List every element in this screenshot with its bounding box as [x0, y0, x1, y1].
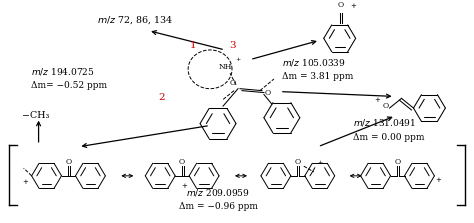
Text: O: O: [179, 158, 185, 166]
Text: +: +: [23, 179, 28, 185]
Text: O: O: [394, 158, 401, 166]
Text: O: O: [65, 158, 72, 166]
Text: O: O: [230, 79, 236, 87]
Text: +: +: [436, 177, 441, 183]
Text: +: +: [181, 182, 187, 188]
Text: O: O: [265, 89, 271, 97]
Text: O: O: [337, 1, 344, 9]
Text: $m/z$ 105.0339: $m/z$ 105.0339: [282, 57, 346, 68]
Text: 1: 1: [190, 41, 197, 50]
Text: NH: NH: [219, 63, 232, 71]
Text: $m/z$ 72, 86, 134: $m/z$ 72, 86, 134: [97, 14, 173, 26]
Text: 2: 2: [158, 93, 164, 101]
Text: Δm = 3.81 ppm: Δm = 3.81 ppm: [282, 72, 353, 81]
Text: $m/z$ 209.0959: $m/z$ 209.0959: [186, 187, 250, 198]
Text: +: +: [317, 160, 322, 165]
Text: Δm= −0.52 ppm: Δm= −0.52 ppm: [31, 81, 108, 90]
Text: Δm = −0.96 ppm: Δm = −0.96 ppm: [179, 202, 257, 211]
Text: +: +: [374, 97, 381, 103]
Text: $m/z$ 194.0725: $m/z$ 194.0725: [31, 66, 95, 77]
Text: +: +: [236, 57, 241, 62]
Text: O: O: [295, 158, 301, 166]
Text: Δm = 0.00 ppm: Δm = 0.00 ppm: [353, 132, 424, 142]
Text: 3: 3: [229, 41, 236, 50]
Text: O: O: [383, 102, 389, 110]
Text: −CH₃: −CH₃: [21, 111, 49, 120]
Text: +: +: [351, 3, 356, 9]
Text: $m/z$ 131.0491: $m/z$ 131.0491: [353, 118, 416, 128]
